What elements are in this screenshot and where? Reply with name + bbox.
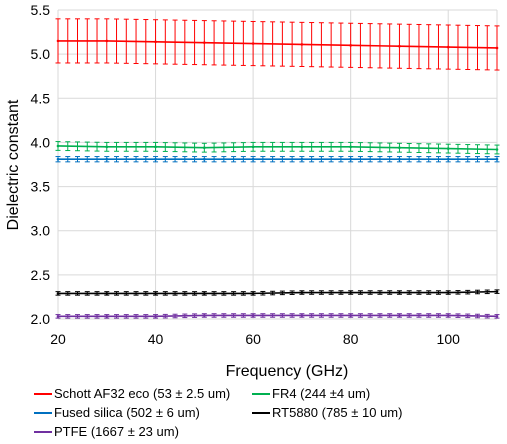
data-point xyxy=(56,292,60,295)
data-point xyxy=(154,145,157,149)
data-point xyxy=(251,42,255,45)
x-tick-label: 100 xyxy=(437,331,461,347)
data-point xyxy=(105,145,109,149)
data-point xyxy=(154,40,157,44)
data-point xyxy=(56,315,60,318)
y-tick-label: 5.0 xyxy=(31,46,51,62)
legend-swatch xyxy=(34,430,52,433)
legend-swatch xyxy=(34,411,52,414)
series-1 xyxy=(55,141,500,155)
data-point xyxy=(56,144,60,148)
data-point xyxy=(495,157,499,161)
grid-lines xyxy=(57,9,498,320)
legend-label: Fused silica (502 ± 6 um) xyxy=(54,405,200,420)
y-axis-title: Dielectric constant xyxy=(5,99,22,230)
data-point xyxy=(154,292,157,295)
data-point xyxy=(446,291,450,294)
x-tick-label: 20 xyxy=(50,331,66,347)
legend-label: Schott AF32 eco (53 ± 2.5 um) xyxy=(54,386,231,401)
series-3 xyxy=(55,289,500,296)
y-tick-label: 3.0 xyxy=(31,223,51,239)
legend-swatch xyxy=(252,411,270,414)
data-point xyxy=(203,292,206,295)
data-point xyxy=(251,157,255,161)
legend-item: PTFE (1667 ± 23 um) xyxy=(34,424,179,439)
legend-item: Fused silica (502 ± 6 um) xyxy=(34,405,200,420)
legend-item: Schott AF32 eco (53 ± 2.5 um) xyxy=(34,386,230,401)
x-tick-label: 80 xyxy=(343,331,359,347)
data-point xyxy=(56,39,60,43)
data-point xyxy=(300,314,304,317)
data-point xyxy=(203,314,206,317)
data-point xyxy=(251,145,255,149)
series-4 xyxy=(55,313,500,319)
y-tick-label: 2.5 xyxy=(31,267,51,283)
data-point xyxy=(300,145,304,149)
y-tick-label: 2.0 xyxy=(31,311,51,327)
series-2 xyxy=(55,156,500,163)
legend-label: FR4 (244 ±4 um) xyxy=(272,386,371,401)
data-point xyxy=(398,146,401,150)
y-tick-label: 4.5 xyxy=(31,90,51,106)
data-point xyxy=(349,44,352,47)
legend-label: RT5880 (785 ± 10 um) xyxy=(272,405,403,420)
data-point xyxy=(349,291,352,294)
axes-labels: 2.0 2.5 3.0 3.5 4.0 4.5 5.0 5.5 20 40 60 80 100 xyxy=(31,2,461,347)
data-point xyxy=(349,145,352,149)
series-0 xyxy=(55,18,500,71)
data-point xyxy=(495,290,499,293)
data-point xyxy=(495,46,499,50)
legend-item: RT5880 (785 ± 10 um) xyxy=(252,405,402,420)
data-point xyxy=(398,44,401,48)
y-tick-label: 3.5 xyxy=(31,179,51,195)
series-line xyxy=(58,314,498,318)
series-line xyxy=(58,290,498,295)
data-point xyxy=(154,315,157,318)
data-point xyxy=(154,157,157,161)
series-layer xyxy=(55,18,500,319)
data-point xyxy=(203,146,206,150)
data-point xyxy=(105,315,109,318)
data-point xyxy=(446,314,450,317)
data-point xyxy=(446,147,450,150)
data-point xyxy=(251,314,255,317)
series-line xyxy=(57,145,498,151)
legend-swatch xyxy=(252,392,270,395)
data-point xyxy=(398,314,401,317)
data-point xyxy=(105,292,109,295)
legend-item: FR4 (244 ±4 um) xyxy=(252,386,370,401)
data-point xyxy=(56,157,60,161)
legend-swatch xyxy=(34,392,52,395)
data-point xyxy=(398,291,401,294)
data-point xyxy=(446,45,450,49)
y-tick-label: 4.0 xyxy=(31,134,51,150)
data-point xyxy=(203,41,206,44)
x-axis-title: Frequency (GHz) xyxy=(226,363,349,380)
data-point xyxy=(300,291,304,294)
legend-label: PTFE (1667 ± 23 um) xyxy=(54,424,179,439)
data-point xyxy=(446,157,450,161)
data-point xyxy=(495,148,499,151)
series-line xyxy=(58,40,498,49)
data-point xyxy=(105,157,109,161)
data-point xyxy=(105,39,109,43)
data-point xyxy=(495,315,499,318)
data-point xyxy=(349,157,352,161)
data-point xyxy=(203,157,206,161)
data-point xyxy=(251,292,255,295)
y-tick-label: 5.5 xyxy=(31,2,51,18)
data-point xyxy=(300,43,304,46)
data-point xyxy=(300,157,304,161)
data-point xyxy=(398,157,401,161)
data-point xyxy=(349,314,352,317)
x-tick-label: 60 xyxy=(245,331,261,347)
x-tick-label: 40 xyxy=(148,331,164,347)
